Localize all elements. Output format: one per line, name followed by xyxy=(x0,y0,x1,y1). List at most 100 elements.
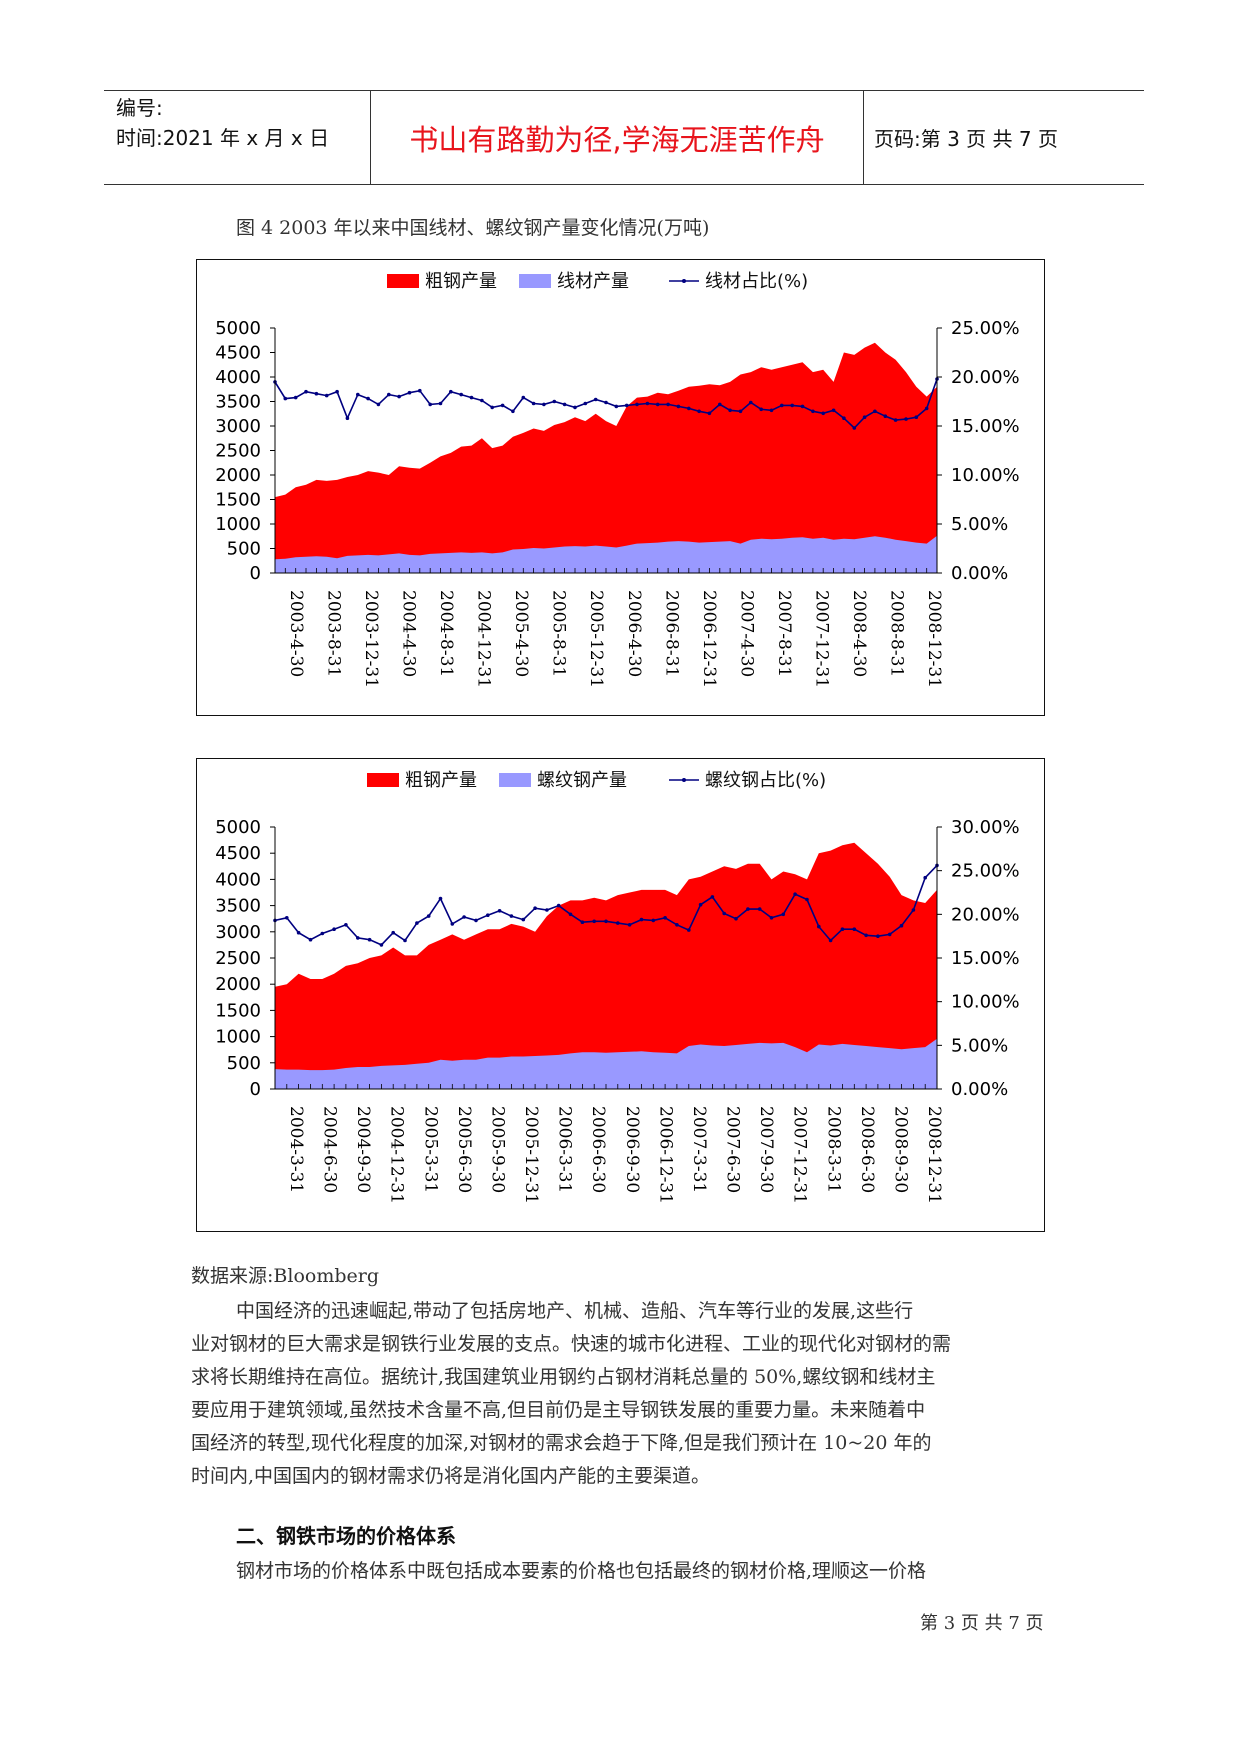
ratio-point xyxy=(759,407,763,412)
x-tick-label: 2007-12-31 xyxy=(811,590,831,688)
left-tick-label: 2500 xyxy=(215,948,261,969)
x-tick-label: 2004-9-30 xyxy=(353,1106,373,1193)
ratio-point xyxy=(428,402,432,407)
ratio-point xyxy=(580,920,585,924)
right-tick-label: 10.00% xyxy=(951,992,1020,1013)
ratio-point xyxy=(924,406,929,411)
header-meta: 编号: 时间:2021 年 x 月 x 日 xyxy=(116,93,366,153)
ratio-point xyxy=(811,409,815,414)
ratio-point xyxy=(283,396,288,401)
x-tick-label: 2005-3-31 xyxy=(420,1106,440,1193)
right-tick-label: 25.00% xyxy=(951,318,1020,339)
product-area xyxy=(275,535,937,573)
legend-label: 粗钢产量 xyxy=(425,271,497,292)
ratio-point xyxy=(616,921,620,925)
x-tick-label: 2003-8-31 xyxy=(324,590,344,677)
ratio-point xyxy=(533,906,537,910)
x-tick-label: 2004-8-31 xyxy=(436,590,456,677)
legend-swatch xyxy=(367,773,399,787)
paragraph-1: 中国经济的迅速崛起,带动了包括房地产、机械、造船、汽车等行业的发展,这些行 业对… xyxy=(191,1295,1061,1493)
ratio-point xyxy=(391,930,395,935)
right-tick-label: 30.00% xyxy=(951,817,1020,838)
x-tick-label: 2006-3-31 xyxy=(555,1106,575,1193)
ratio-point xyxy=(800,404,805,409)
ratio-point xyxy=(415,921,419,925)
ratio-point xyxy=(474,918,478,923)
ratio-point xyxy=(497,909,502,913)
x-tick-label: 2005-12-31 xyxy=(521,1106,541,1204)
legend-swatch xyxy=(499,773,531,787)
left-tick-label: 0 xyxy=(250,1079,261,1100)
ratio-point xyxy=(403,938,407,943)
x-tick-label: 2005-9-30 xyxy=(488,1106,508,1193)
right-tick-label: 20.00% xyxy=(951,367,1020,388)
ratio-point xyxy=(545,908,549,912)
ratio-point xyxy=(426,914,431,918)
x-tick-label: 2003-12-31 xyxy=(361,590,381,688)
ratio-point xyxy=(469,395,474,400)
ratio-point xyxy=(862,415,867,419)
ratio-point xyxy=(462,915,466,919)
ratio-point xyxy=(509,914,514,918)
x-tick-label: 2003-4-30 xyxy=(286,590,306,677)
ratio-point xyxy=(379,943,384,947)
left-tick-label: 1000 xyxy=(215,514,261,535)
ratio-point xyxy=(676,404,681,409)
ratio-point xyxy=(852,927,857,931)
ratio-point xyxy=(296,930,301,935)
x-tick-label: 2004-4-30 xyxy=(399,590,419,677)
left-tick-label: 4000 xyxy=(215,869,261,890)
x-tick-label: 2005-6-30 xyxy=(454,1106,474,1193)
crude-steel-area xyxy=(275,342,937,573)
x-tick-label: 2007-12-31 xyxy=(790,1106,810,1204)
ratio-point xyxy=(842,416,846,420)
x-tick-label: 2008-3-31 xyxy=(823,1106,843,1193)
right-tick-label: 20.00% xyxy=(951,904,1020,925)
ratio-point xyxy=(521,917,526,922)
rebar-chart: 粗钢产量 螺纹钢产量 螺纹钢占比(%) 5000 4500 4000 3500 3000 250… xyxy=(196,758,1045,1232)
ratio-point xyxy=(883,414,888,418)
ratio-point xyxy=(734,916,738,921)
paragraph-line: 中国经济的迅速崛起,带动了包括房地产、机械、造船、汽车等行业的发展,这些行 xyxy=(236,1300,914,1322)
left-tick-label: 0 xyxy=(250,563,261,584)
x-tick-label: 2005-8-31 xyxy=(549,590,569,677)
ratio-point xyxy=(624,403,629,408)
left-tick-label: 1500 xyxy=(215,1000,261,1021)
legend-label: 螺纹钢占比(%) xyxy=(705,770,826,791)
legend-swatch xyxy=(387,274,419,288)
left-tick-label: 2500 xyxy=(215,441,261,462)
ratio-point xyxy=(366,396,370,401)
ratio-point xyxy=(500,403,505,408)
ratio-point xyxy=(698,902,703,907)
ratio-point xyxy=(635,402,639,407)
ratio-point xyxy=(914,415,919,419)
ratio-point xyxy=(542,402,546,407)
ratio-point xyxy=(320,931,325,936)
ratio-point xyxy=(831,408,836,413)
ratio-point xyxy=(864,933,868,938)
ratio-point xyxy=(663,916,667,920)
ratio-point xyxy=(324,393,329,398)
ratio-point xyxy=(344,923,348,927)
paragraph-line: 时间内,中国国内的钢材需求仍将是消化国内产能的主要渠道。 xyxy=(191,1465,711,1487)
ratio-point xyxy=(697,409,701,414)
ratio-point xyxy=(552,399,557,404)
x-tick-label: 2006-8-31 xyxy=(661,590,681,677)
x-tick-label: 2008-4-30 xyxy=(849,590,869,677)
legend-label: 螺纹钢产量 xyxy=(537,770,627,791)
x-tick-label: 2007-9-30 xyxy=(756,1106,776,1193)
ratio-point xyxy=(308,937,313,942)
ratio-point xyxy=(627,923,632,927)
data-source: 数据来源:Bloomberg xyxy=(191,1265,379,1287)
number-label: 编号: xyxy=(116,96,163,120)
right-tick-label: 0.00% xyxy=(951,563,1008,584)
paragraph-line: 钢材市场的价格体系中既包括成本要素的价格也包括最终的钢材价格,理顺这一价格 xyxy=(236,1560,927,1582)
chart-legend: 粗钢产量 线材产量 线材占比(%) xyxy=(387,271,808,292)
ratio-point xyxy=(728,408,732,413)
ratio-point xyxy=(418,388,422,393)
x-tick-label: 2006-6-30 xyxy=(588,1106,608,1193)
ratio-point xyxy=(593,397,598,402)
left-tick-label: 500 xyxy=(227,1053,261,1074)
ratio-point xyxy=(840,927,845,931)
ratio-point xyxy=(335,389,339,394)
